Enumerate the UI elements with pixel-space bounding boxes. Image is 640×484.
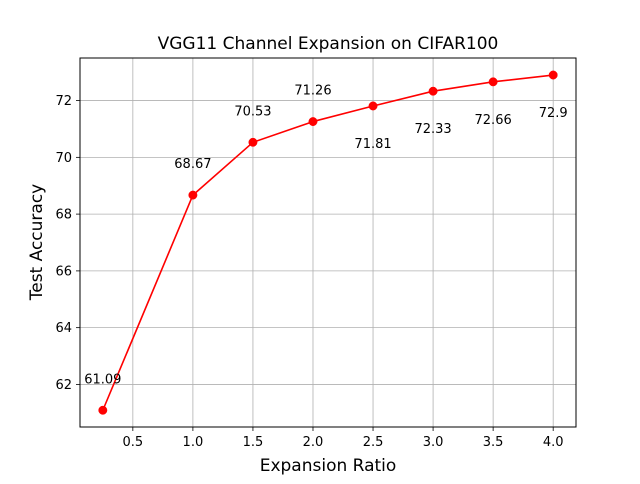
chart-title: VGG11 Channel Expansion on CIFAR100	[158, 34, 499, 54]
y-axis-label: Test Accuracy	[27, 184, 47, 302]
plot-area-frame	[79, 57, 577, 428]
x-tick-label: 1.5	[243, 435, 264, 450]
data-label: 61.09	[84, 372, 121, 387]
y-tick-label: 68	[55, 208, 72, 223]
x-axis-ticks: 0.5 1.0 1.5 2.0 2.5 3.0 3.5 4.0	[122, 427, 564, 450]
series-line	[102, 74, 554, 411]
x-tick-label: 1.0	[183, 435, 204, 450]
x-tick-label: 0.5	[122, 435, 143, 450]
data-label: 72.9	[539, 106, 568, 121]
data-point	[548, 70, 558, 80]
data-point	[188, 190, 198, 200]
data-label: 72.33	[414, 122, 451, 137]
data-point	[308, 117, 318, 127]
data-label: 71.26	[294, 84, 331, 99]
y-tick-label: 64	[55, 321, 72, 336]
data-point	[368, 101, 378, 111]
data-label: 72.66	[475, 113, 512, 128]
data-label: 70.53	[234, 104, 271, 119]
x-axis-label: Expansion Ratio	[260, 456, 397, 476]
x-tick-label: 2.5	[363, 435, 384, 450]
data-point	[98, 405, 108, 415]
data-labels: 61.09 68.67 70.53 71.26 71.81 72.33 72.66 72.9	[84, 84, 567, 388]
y-tick-label: 70	[55, 151, 72, 166]
data-label: 68.67	[174, 157, 211, 172]
x-tick-label: 3.5	[483, 435, 504, 450]
series-layer	[98, 70, 558, 415]
grid	[80, 58, 576, 427]
x-tick-label: 2.0	[303, 435, 324, 450]
x-tick-label: 3.0	[423, 435, 444, 450]
y-tick-label: 72	[55, 94, 72, 109]
y-tick-label: 66	[55, 264, 72, 279]
y-tick-label: 62	[55, 378, 72, 393]
data-label: 71.81	[354, 137, 391, 152]
y-axis-ticks: 62 64 66 68 70 72	[55, 94, 80, 393]
x-tick-label: 4.0	[543, 435, 564, 450]
data-point	[488, 77, 498, 87]
data-point	[248, 137, 258, 147]
data-point	[428, 86, 438, 96]
